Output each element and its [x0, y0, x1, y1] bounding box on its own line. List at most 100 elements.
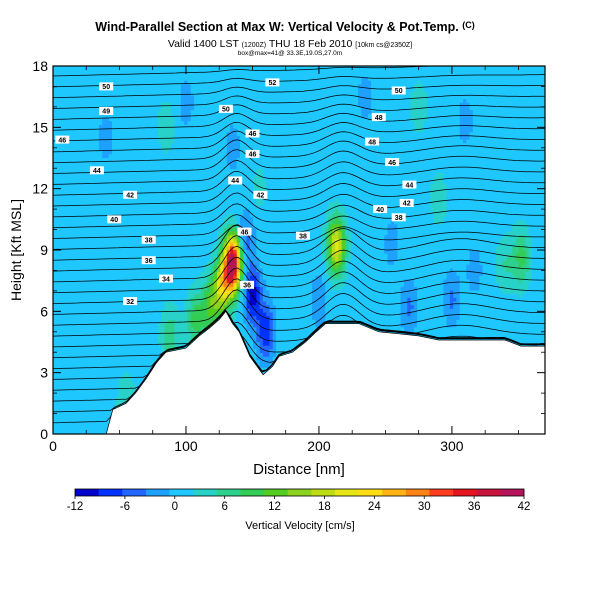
colorbar-swatch [193, 489, 218, 496]
colorbar-tick-label: 6 [221, 501, 227, 513]
colorbar-swatch [75, 489, 100, 496]
colorbar-tick-label: 24 [368, 501, 381, 513]
colorbar-swatch [476, 489, 501, 496]
isentrope-line [53, 278, 545, 315]
isentrope-label: 42 [399, 199, 414, 208]
isentrope-line [53, 112, 545, 131]
isentrope-label: 46 [385, 158, 400, 167]
isentrope-line [53, 94, 545, 109]
isentrope-label: 48 [365, 137, 380, 146]
isentrope-line [53, 130, 545, 153]
colorbar-swatch [358, 489, 383, 496]
isentrope-line [53, 300, 545, 337]
colorbar-swatch [98, 489, 123, 496]
isentrope-label: 44 [228, 176, 243, 185]
isentrope-label: 32 [123, 297, 138, 306]
copyright-mark: (C) [462, 20, 475, 30]
colorbar-swatch [287, 489, 312, 496]
isentrope-label: 36 [240, 280, 255, 290]
y-tick-label: 9 [40, 242, 48, 258]
y-tick-label: 12 [32, 181, 48, 197]
colorbar: -12 -6 0 6 12 18 24 30 36 42 Vertical Velocity [cm… [67, 488, 531, 532]
isentrope-line [53, 192, 545, 218]
colorbar-swatch [145, 489, 170, 496]
isentrope-label: 42 [123, 190, 138, 200]
colorbar-swatch [311, 489, 336, 496]
isentrope-label: 49 [99, 107, 114, 116]
colorbar-swatch [240, 489, 265, 496]
colorbar-swatch [334, 489, 359, 496]
y-axis-label: Height [Kft MSL] [8, 199, 24, 301]
colorbar-tick-label: 42 [518, 501, 531, 513]
velocity-field [53, 66, 545, 434]
isentrope-label: 38 [141, 235, 156, 245]
colorbar-label: Vertical Velocity [cm/s] [245, 520, 354, 532]
x-tick-label: 100 [174, 438, 198, 454]
isentrope-label: 46 [55, 135, 70, 144]
isentrope-label: 46 [245, 149, 260, 159]
colorbar-tick-label: 12 [268, 501, 281, 513]
x-axis-label: Distance [nm] [253, 461, 345, 478]
isentrope-label: 36 [141, 256, 156, 265]
isentrope-label: 44 [89, 166, 104, 175]
colorbar-swatch [382, 489, 407, 496]
chart-location-info: box@max=41@ 33.3E,19.0S,27.0m [237, 50, 343, 57]
isentrope-line [53, 235, 545, 272]
colorbar-swatch [216, 489, 241, 496]
isentrope-line [53, 84, 545, 99]
x-tick-label: 300 [440, 438, 464, 454]
y-tick-label: 0 [40, 426, 48, 442]
isentrope-line [53, 66, 445, 77]
colorbar-frame [74, 488, 525, 497]
isentrope-label: 44 [402, 180, 417, 189]
isentrope-label: 34 [159, 274, 173, 283]
isentrope-label: 50 [218, 104, 233, 114]
isentrope-label: 40 [373, 205, 388, 214]
y-tick-label: 6 [40, 303, 48, 319]
isentrope-line [53, 139, 545, 164]
y-tick-label: 18 [32, 58, 48, 74]
isentrope-label: 38 [391, 213, 406, 222]
colorbar-tick-label: 0 [172, 501, 178, 513]
isentrope-line [53, 245, 545, 283]
colorbar-tick-label: 36 [468, 501, 481, 513]
isentrope-line [53, 53, 545, 65]
isentrope-label: 48 [371, 113, 386, 122]
isentrope-label: 46 [245, 129, 260, 138]
chart-title: Wind-Parallel Section at Max W: Vertical… [95, 20, 475, 34]
isentrope-line [53, 74, 545, 88]
isentrope-label: 40 [107, 215, 122, 224]
x-axis: 0 100 200 300 Distance [nm] [49, 66, 519, 478]
colorbar-swatch [405, 489, 430, 496]
x-tick-label: 0 [49, 438, 57, 454]
isentrope-line [53, 224, 545, 261]
isentrope-label: 46 [237, 227, 252, 236]
isentrope-line [53, 149, 545, 174]
isentrope-label: 38 [296, 231, 310, 240]
colorbar-swatch [122, 489, 147, 496]
isentrope-line [53, 289, 545, 326]
isentrope-label: 52 [265, 78, 280, 87]
isentrope-line [53, 181, 545, 207]
isentrope-line [53, 256, 545, 294]
colorbar-tick-label: 30 [418, 501, 431, 513]
colorbar-tick-label: -12 [67, 501, 84, 513]
chart-subtitle: Valid 1400 LST (1200Z) THU 18 Feb 2010 [… [167, 38, 413, 50]
isentrope-line [53, 121, 545, 142]
y-tick-label: 3 [40, 365, 48, 381]
y-tick-label: 15 [32, 119, 48, 135]
terrain-mask [53, 310, 545, 434]
colorbar-tick-label: 18 [318, 501, 331, 513]
colorbar-swatch [500, 489, 525, 496]
isentrope-line [53, 203, 545, 229]
isentrope-line [53, 308, 545, 348]
colorbar-swatch [453, 489, 478, 496]
isentrope-label: 50 [391, 86, 406, 95]
colorbar-swatch [169, 489, 194, 496]
isentrope-line [53, 308, 545, 359]
x-tick-label: 200 [307, 438, 331, 454]
colorbar-swatch [264, 489, 289, 496]
